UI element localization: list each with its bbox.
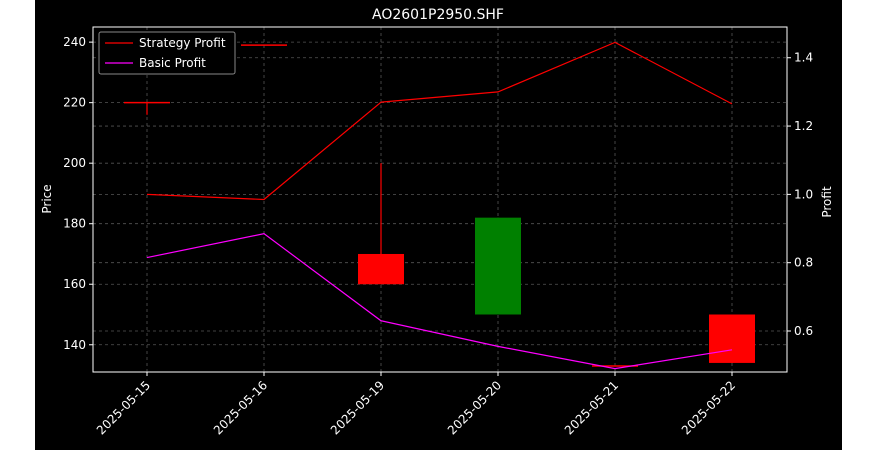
legend-label-basic: Basic Profit xyxy=(139,56,206,70)
right-axis-label: Profit xyxy=(820,186,834,218)
left-tick-label-1: 160 xyxy=(63,277,86,291)
left-tick-label-4: 220 xyxy=(63,96,86,110)
candle-body-3 xyxy=(475,217,521,315)
x-tick-label-2: 2025-05-19 xyxy=(328,378,387,437)
left-tick-label-5: 240 xyxy=(63,35,86,49)
x-tick-label-1: 2025-05-16 xyxy=(211,378,270,437)
left-tick-label-3: 200 xyxy=(63,156,86,170)
x-axis-ticks: 2025-05-15 2025-05-16 2025-05-19 2025-05-20… xyxy=(94,372,738,437)
right-tick-label-4: 1.4 xyxy=(794,51,813,65)
profit-lines xyxy=(146,41,733,370)
chart-figure: AO2601P2950.SHF 140 160 180 200 220 240 0.6 0.… xyxy=(35,0,842,450)
grid xyxy=(93,27,787,372)
series-line-1 xyxy=(146,233,733,370)
plot-frame xyxy=(92,26,788,373)
right-tick-label-1: 0.8 xyxy=(794,256,813,270)
left-axis-label: Price xyxy=(40,184,54,213)
chart-title: AO2601P2950.SHF xyxy=(372,7,504,23)
left-tick-label-0: 140 xyxy=(63,338,86,352)
x-tick-label-0: 2025-05-15 xyxy=(94,378,153,437)
legend: Strategy Profit Basic Profit xyxy=(98,31,236,75)
candles xyxy=(124,44,755,367)
x-tick-label-5: 2025-05-22 xyxy=(679,378,738,437)
left-axis-ticks: 140 160 180 200 220 240 xyxy=(63,35,93,352)
right-axis-ticks: 0.6 0.8 1.0 1.2 1.4 xyxy=(787,51,813,338)
candle-body-2 xyxy=(358,253,404,285)
left-tick-label-2: 180 xyxy=(63,217,86,231)
x-tick-label-4: 2025-05-21 xyxy=(562,378,621,437)
legend-label-strategy: Strategy Profit xyxy=(139,36,226,50)
candle-body-5 xyxy=(709,314,755,363)
series-line-0 xyxy=(146,41,733,201)
x-tick-label-3: 2025-05-20 xyxy=(445,378,504,437)
right-tick-label-2: 1.0 xyxy=(794,187,813,201)
right-tick-label-0: 0.6 xyxy=(794,324,813,338)
right-tick-label-3: 1.2 xyxy=(794,119,813,133)
